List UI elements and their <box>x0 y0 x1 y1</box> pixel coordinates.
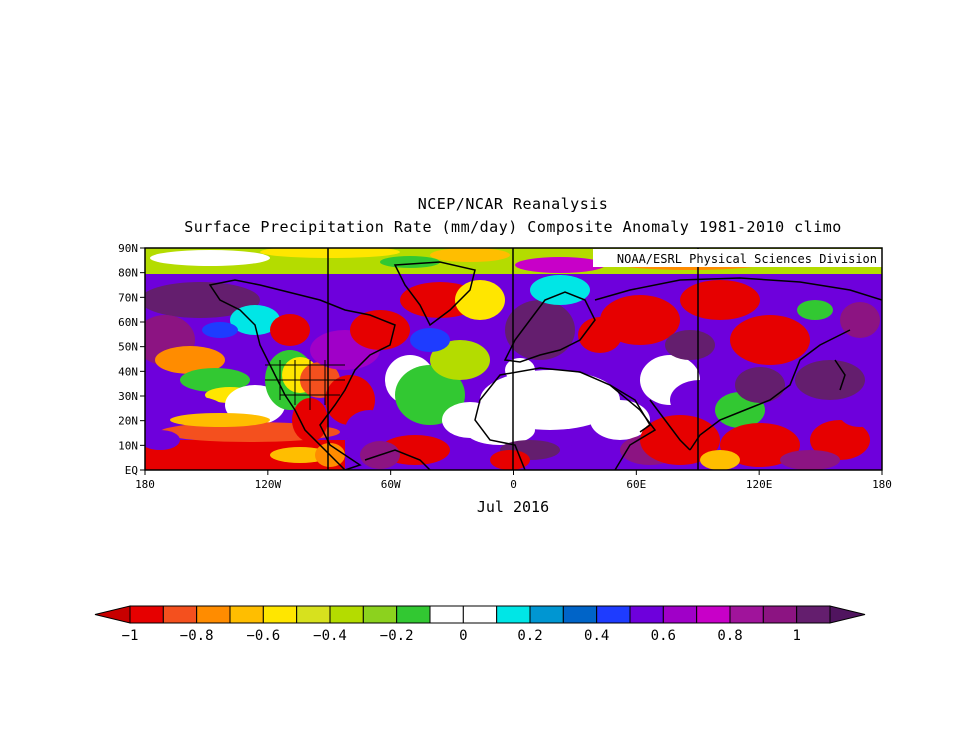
colorbar-swatch <box>429 605 464 624</box>
title-line-1: NCEP/NCAR Reanalysis <box>417 195 609 213</box>
colorbar-under-arrow <box>94 605 131 624</box>
lon-tick-label: 120W <box>255 478 282 491</box>
colorbar-swatch <box>196 605 231 624</box>
colorbar-swatch <box>229 605 264 624</box>
us-state-borders <box>265 360 345 410</box>
colorbar-swatch <box>496 605 531 624</box>
colorbar-label: 0.4 <box>584 628 609 644</box>
colorbar-swatch <box>696 605 731 624</box>
colorbar-label: 0.2 <box>517 628 542 644</box>
colorbar-over-arrow <box>829 605 866 624</box>
lon-tick-label: 60W <box>381 478 401 491</box>
lat-tick-label: 40N <box>118 365 138 378</box>
longitude-axis: 180 120W 60W 0 60E 120E 180 <box>135 470 892 491</box>
colorbar-swatch <box>529 605 564 624</box>
title-line-2: Surface Precipitation Rate (mm/day) Comp… <box>184 218 842 236</box>
lon-tick-label: 0 <box>510 478 517 491</box>
colorbar-swatch <box>362 605 398 624</box>
lat-tick-label: 20N <box>118 415 138 428</box>
colorbar-swatch <box>662 605 698 624</box>
colorbar-label: 0.6 <box>651 628 676 644</box>
colorbar-label: −0.4 <box>313 628 347 644</box>
colorbar-swatch <box>729 605 764 624</box>
colorbar-label: −0.2 <box>380 628 414 644</box>
lat-tick-label: 30N <box>118 390 138 403</box>
colorbar-swatch <box>162 605 198 624</box>
lat-tick-label: 80N <box>118 267 138 280</box>
colorbar-label: 0 <box>459 628 467 644</box>
period-label: Jul 2016 <box>477 498 549 516</box>
lat-tick-label: 90N <box>118 242 138 255</box>
anomaly-field <box>145 248 882 470</box>
colorbar-swatch <box>329 605 364 624</box>
latitude-axis: 90N 80N 70N 60N 50N 40N 30N 20N 10N EQ <box>118 242 145 477</box>
colorbar-swatch <box>562 605 598 624</box>
lon-tick-label: 120E <box>746 478 773 491</box>
colorbar-label: −0.8 <box>180 628 214 644</box>
colorbar-swatch <box>262 605 298 624</box>
lat-tick-label: EQ <box>125 464 138 477</box>
colorbar-swatch <box>596 605 631 624</box>
lat-tick-label: 60N <box>118 316 138 329</box>
colorbar-swatch <box>462 605 498 624</box>
colorbar-label: 1 <box>792 628 800 644</box>
colorbar-swatch <box>296 605 331 624</box>
lon-tick-label: 60E <box>626 478 646 491</box>
colorbar-swatch <box>629 605 664 624</box>
colorbar-swatch <box>762 605 798 624</box>
colorbar: −1 −0.8 −0.6 −0.4 −0.2 0 0.2 0.4 0.6 0.8 1 <box>94 605 866 644</box>
lon-tick-label: 180 <box>135 478 155 491</box>
lat-tick-label: 10N <box>118 439 138 452</box>
lat-tick-label: 50N <box>118 341 138 354</box>
colorbar-swatch <box>129 605 164 624</box>
credit-label: NOAA/ESRL Physical Sciences Division <box>617 252 877 266</box>
colorbar-label: 0.8 <box>717 628 742 644</box>
lon-tick-label: 180 <box>872 478 892 491</box>
colorbar-label: −0.6 <box>246 628 280 644</box>
lat-tick-label: 70N <box>118 291 138 304</box>
colorbar-label: −1 <box>122 628 139 644</box>
colorbar-swatch <box>796 605 831 624</box>
colorbar-swatch <box>396 605 431 624</box>
